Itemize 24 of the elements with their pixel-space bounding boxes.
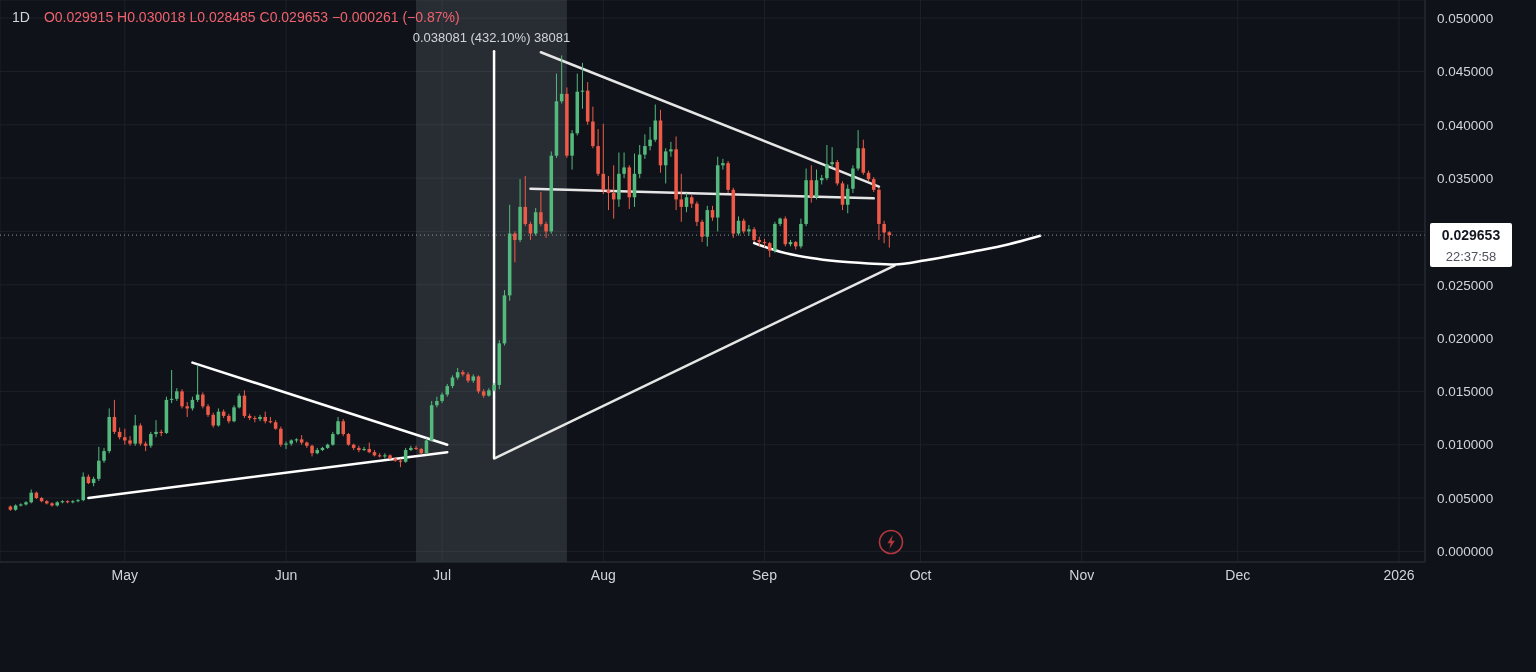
text: 22:37:58 — [1445, 249, 1497, 265]
text: O0.029915 H0.030018 L0.028485 C0.029653 −0.000261 (−0.87%) — [43, 9, 460, 25]
x-tick-label: Jul — [433, 566, 452, 583]
y-tick-label: 0.000000 — [1437, 544, 1494, 560]
y-tick-label: 0.015000 — [1437, 384, 1494, 400]
x-tick-label: Oct — [909, 566, 932, 583]
y-tick-label: 0.050000 — [1437, 10, 1494, 26]
x-tick-label: May — [111, 566, 139, 583]
y-tick-label: 0.020000 — [1437, 330, 1494, 346]
x-tick-label: 2026 — [1383, 566, 1415, 583]
x-tick-label: Nov — [1069, 566, 1095, 583]
y-tick-label: 0.035000 — [1437, 170, 1494, 186]
x-tick-label: Sep — [752, 566, 778, 583]
y-tick-label: 0.040000 — [1437, 117, 1494, 133]
x-tick-label: Jun — [274, 566, 298, 583]
y-tick-label: 0.045000 — [1437, 64, 1494, 80]
y-tick-label: 0.025000 — [1437, 277, 1494, 293]
y-tick-label: 0.010000 — [1437, 437, 1494, 453]
y-tick-label: 0.005000 — [1437, 490, 1494, 506]
x-tick-label: Dec — [1225, 566, 1251, 583]
text: 1D — [12, 9, 30, 25]
ref-line-label: 0.029653 — [1441, 227, 1501, 244]
x-tick-label: Aug — [590, 566, 616, 583]
band-label: 0.038081 (432.10%) 38081 — [412, 30, 571, 45]
